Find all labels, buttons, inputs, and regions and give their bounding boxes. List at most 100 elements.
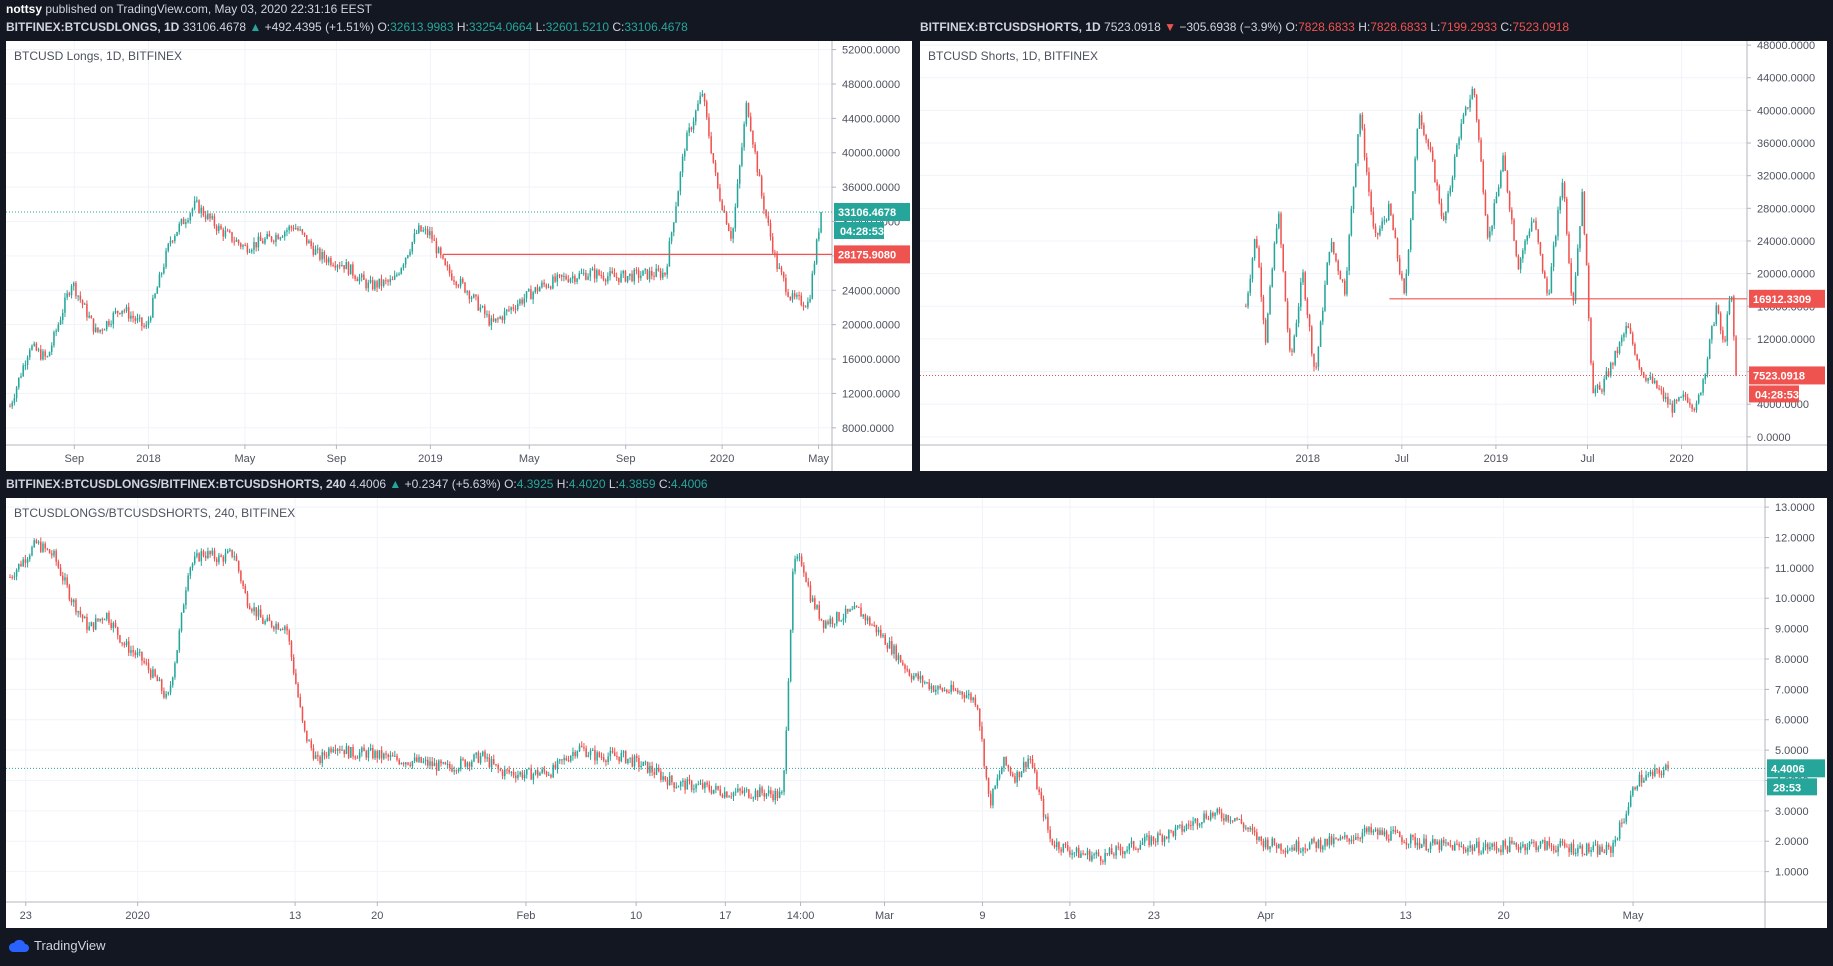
candle-body (1495, 846, 1498, 851)
candle-body (1135, 848, 1137, 850)
candle-body (330, 258, 332, 265)
candle-body (455, 770, 458, 772)
symbol-name[interactable]: BITFINEX:BTCUSDLONGS, 1D (6, 20, 180, 34)
candle-body (1317, 346, 1320, 367)
candle-body (611, 271, 614, 274)
candle-body (705, 101, 708, 118)
candle-body (1269, 846, 1271, 849)
brand[interactable]: TradingView (8, 938, 106, 953)
candle-body (666, 266, 668, 275)
candle-body (1667, 397, 1669, 405)
candle-body (1047, 816, 1049, 830)
candle-body (1333, 242, 1335, 254)
candle-body (811, 598, 814, 602)
candle-body (1159, 833, 1161, 836)
open-value: 4.3925 (516, 477, 554, 491)
candle-body (792, 571, 794, 630)
candle-body (767, 790, 770, 794)
candle-body (429, 231, 431, 236)
candle-body (361, 747, 363, 753)
candle-body (1456, 843, 1458, 845)
symbol-name[interactable]: BITFINEX:BTCUSDLONGS/BITFINEX:BTCUSDSHOR… (6, 477, 347, 491)
candle-body (1335, 838, 1337, 840)
candle-body (1442, 215, 1445, 220)
candle-body (143, 326, 145, 328)
candle-body (763, 792, 766, 797)
last-price: 33106.4678 (182, 20, 247, 34)
candle-body (46, 548, 49, 550)
candle-body (79, 611, 82, 615)
candle-body (1350, 839, 1353, 842)
candle-body (800, 295, 803, 306)
candle-body (1623, 821, 1625, 823)
candle-body (1577, 248, 1579, 276)
y-tick-label: 24000.0000 (1757, 236, 1815, 248)
candle-body (642, 761, 645, 766)
candle-body (330, 748, 332, 752)
candle-body (314, 249, 317, 255)
candle-body (1640, 367, 1643, 373)
candle-body (1592, 363, 1594, 394)
ratio-chart-panel[interactable]: 1.00002.00003.00004.00005.00006.00007.00… (6, 498, 1827, 928)
panel-3-header: BITFINEX:BTCUSDLONGS/BITFINEX:BTCUSDSHOR… (6, 477, 708, 491)
symbol-name[interactable]: BITFINEX:BTCUSDSHORTS, 1D (920, 20, 1101, 34)
candle-body (1517, 255, 1520, 270)
candle-body (119, 635, 121, 643)
countdown-label: 04:28:53 (1755, 389, 1799, 401)
shorts-chart-panel[interactable]: 0.00004000.00008000.000012000.000016000.… (920, 41, 1827, 471)
candle-body (145, 324, 148, 327)
candle-body (341, 749, 343, 751)
candle-body (1629, 328, 1632, 334)
longs-chart-svg[interactable]: 8000.0000 12000.0000 16000.0000 20000.0000 2… (6, 41, 912, 471)
candle-body (1322, 846, 1324, 850)
candle-body (1390, 203, 1392, 216)
candle-body (1588, 843, 1590, 853)
candle-body (261, 241, 264, 244)
candle-body (782, 272, 785, 279)
candle-body (506, 769, 508, 771)
candle-body (1394, 230, 1397, 239)
candle-body (950, 685, 952, 693)
candle-body (1590, 318, 1592, 364)
candle-body (138, 317, 141, 319)
candle-body (1003, 756, 1005, 768)
candle-body (1440, 202, 1443, 216)
candle-body (820, 212, 822, 233)
shorts-chart-svg[interactable]: 0.00004000.00008000.000012000.000016000.… (920, 41, 1827, 471)
candle-body (761, 787, 763, 793)
candle-body (1260, 267, 1263, 298)
candle-body (176, 231, 178, 236)
candle-body (1262, 297, 1265, 320)
candle-body (246, 245, 249, 253)
candle-body (281, 629, 284, 631)
candle-body (481, 306, 484, 308)
candle-body (1216, 809, 1219, 813)
candle-body (1724, 339, 1726, 342)
candle-body (405, 762, 407, 765)
author-name[interactable]: nottsy (6, 2, 42, 16)
candle-body (1645, 377, 1647, 381)
candle-body (345, 262, 348, 270)
candle-body (18, 563, 20, 570)
candle-body (1247, 293, 1249, 307)
candle-body (760, 176, 763, 196)
candle-body (218, 555, 220, 563)
candle-body (626, 276, 629, 282)
candle-body (468, 291, 471, 299)
candle-body (803, 565, 805, 573)
longs-chart-panel[interactable]: 8000.0000 12000.0000 16000.0000 20000.0000 2… (6, 41, 912, 471)
candle-body (1363, 128, 1366, 158)
candle-body (68, 293, 71, 296)
candle-body (869, 617, 871, 625)
ratio-chart-svg[interactable]: 1.00002.00003.00004.00005.00006.00007.00… (6, 498, 1827, 928)
candle-body (622, 270, 625, 274)
candle-body (1524, 240, 1526, 251)
candle-body (598, 270, 600, 275)
current-price-label: 4.4006 (1771, 763, 1805, 775)
candle-body (257, 236, 260, 248)
candle-body (519, 299, 521, 304)
candle-body (1568, 233, 1570, 263)
candle-body (613, 752, 616, 757)
candle-body (1603, 378, 1605, 392)
candle-body (134, 652, 137, 655)
